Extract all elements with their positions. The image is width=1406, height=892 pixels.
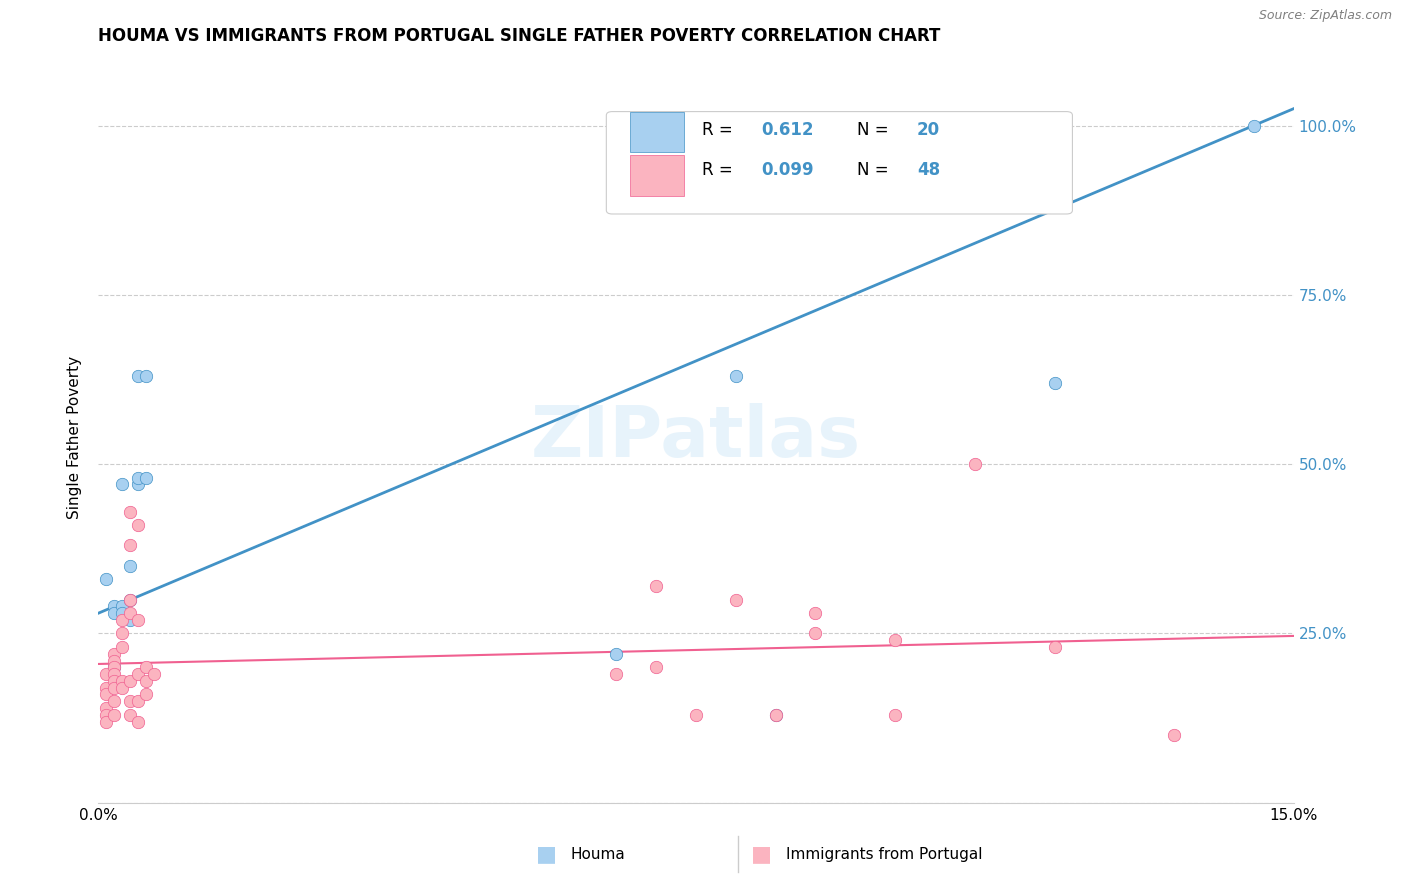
Text: Houma: Houma <box>571 847 626 862</box>
Point <box>103 707 125 722</box>
Point <box>111 599 134 614</box>
Point <box>96 688 118 702</box>
Point <box>135 660 157 674</box>
Y-axis label: Single Father Poverty: Single Father Poverty <box>67 356 83 518</box>
Point <box>127 714 149 729</box>
Point <box>111 640 134 654</box>
Point <box>120 606 142 620</box>
Point <box>96 714 118 729</box>
Point <box>96 572 118 586</box>
Point <box>1043 640 1066 654</box>
Point <box>111 606 134 620</box>
Point <box>135 471 157 485</box>
Text: Source: ZipAtlas.com: Source: ZipAtlas.com <box>1258 9 1392 22</box>
Point <box>127 667 149 681</box>
Point <box>111 477 134 491</box>
Text: N =: N = <box>858 121 894 139</box>
Text: HOUMA VS IMMIGRANTS FROM PORTUGAL SINGLE FATHER POVERTY CORRELATION CHART: HOUMA VS IMMIGRANTS FROM PORTUGAL SINGLE… <box>98 27 941 45</box>
Point <box>127 518 149 533</box>
Point <box>685 707 707 722</box>
Point <box>120 694 142 708</box>
Point <box>724 592 747 607</box>
Point <box>120 613 142 627</box>
Point <box>127 694 149 708</box>
Point <box>103 606 125 620</box>
Point <box>605 647 627 661</box>
Point <box>884 707 907 722</box>
Point <box>127 471 149 485</box>
Text: R =: R = <box>702 161 738 179</box>
Text: ■: ■ <box>536 844 557 864</box>
Point <box>804 606 827 620</box>
Point <box>765 707 787 722</box>
Point <box>103 673 125 688</box>
Point <box>605 667 627 681</box>
Point <box>111 681 134 695</box>
Point <box>120 505 142 519</box>
Point <box>135 369 157 384</box>
Point <box>111 613 134 627</box>
Point <box>135 688 157 702</box>
Point <box>645 660 668 674</box>
Point <box>103 681 125 695</box>
Text: Immigrants from Portugal: Immigrants from Portugal <box>786 847 983 862</box>
Point <box>111 673 134 688</box>
Point <box>96 667 118 681</box>
Point <box>1043 376 1066 390</box>
FancyBboxPatch shape <box>630 155 685 195</box>
Point <box>120 538 142 552</box>
Text: R =: R = <box>702 121 738 139</box>
Text: 0.612: 0.612 <box>762 121 814 139</box>
Text: 0.099: 0.099 <box>762 161 814 179</box>
Point <box>96 701 118 715</box>
Text: ■: ■ <box>751 844 772 864</box>
Point <box>724 369 747 384</box>
Point <box>963 457 986 471</box>
Point <box>120 558 142 573</box>
Point <box>884 633 907 648</box>
Point <box>111 626 134 640</box>
Point <box>127 369 149 384</box>
Point <box>103 660 125 674</box>
Point <box>103 654 125 668</box>
Point <box>127 613 149 627</box>
Point <box>96 681 118 695</box>
Point <box>120 707 142 722</box>
Point <box>765 707 787 722</box>
Point <box>804 626 827 640</box>
Text: N =: N = <box>858 161 894 179</box>
Text: 48: 48 <box>917 161 941 179</box>
Point <box>96 707 118 722</box>
Point <box>120 673 142 688</box>
Point <box>103 667 125 681</box>
Point <box>120 592 142 607</box>
Point <box>1243 119 1265 133</box>
Point <box>103 599 125 614</box>
Text: 20: 20 <box>917 121 941 139</box>
Point <box>135 673 157 688</box>
FancyBboxPatch shape <box>606 112 1073 214</box>
Point <box>1163 728 1185 742</box>
Text: ZIPatlas: ZIPatlas <box>531 402 860 472</box>
Point <box>645 579 668 593</box>
Point <box>120 592 142 607</box>
Point <box>127 477 149 491</box>
FancyBboxPatch shape <box>630 112 685 152</box>
Point <box>103 694 125 708</box>
Point <box>143 667 166 681</box>
Point <box>103 660 125 674</box>
Point <box>103 647 125 661</box>
